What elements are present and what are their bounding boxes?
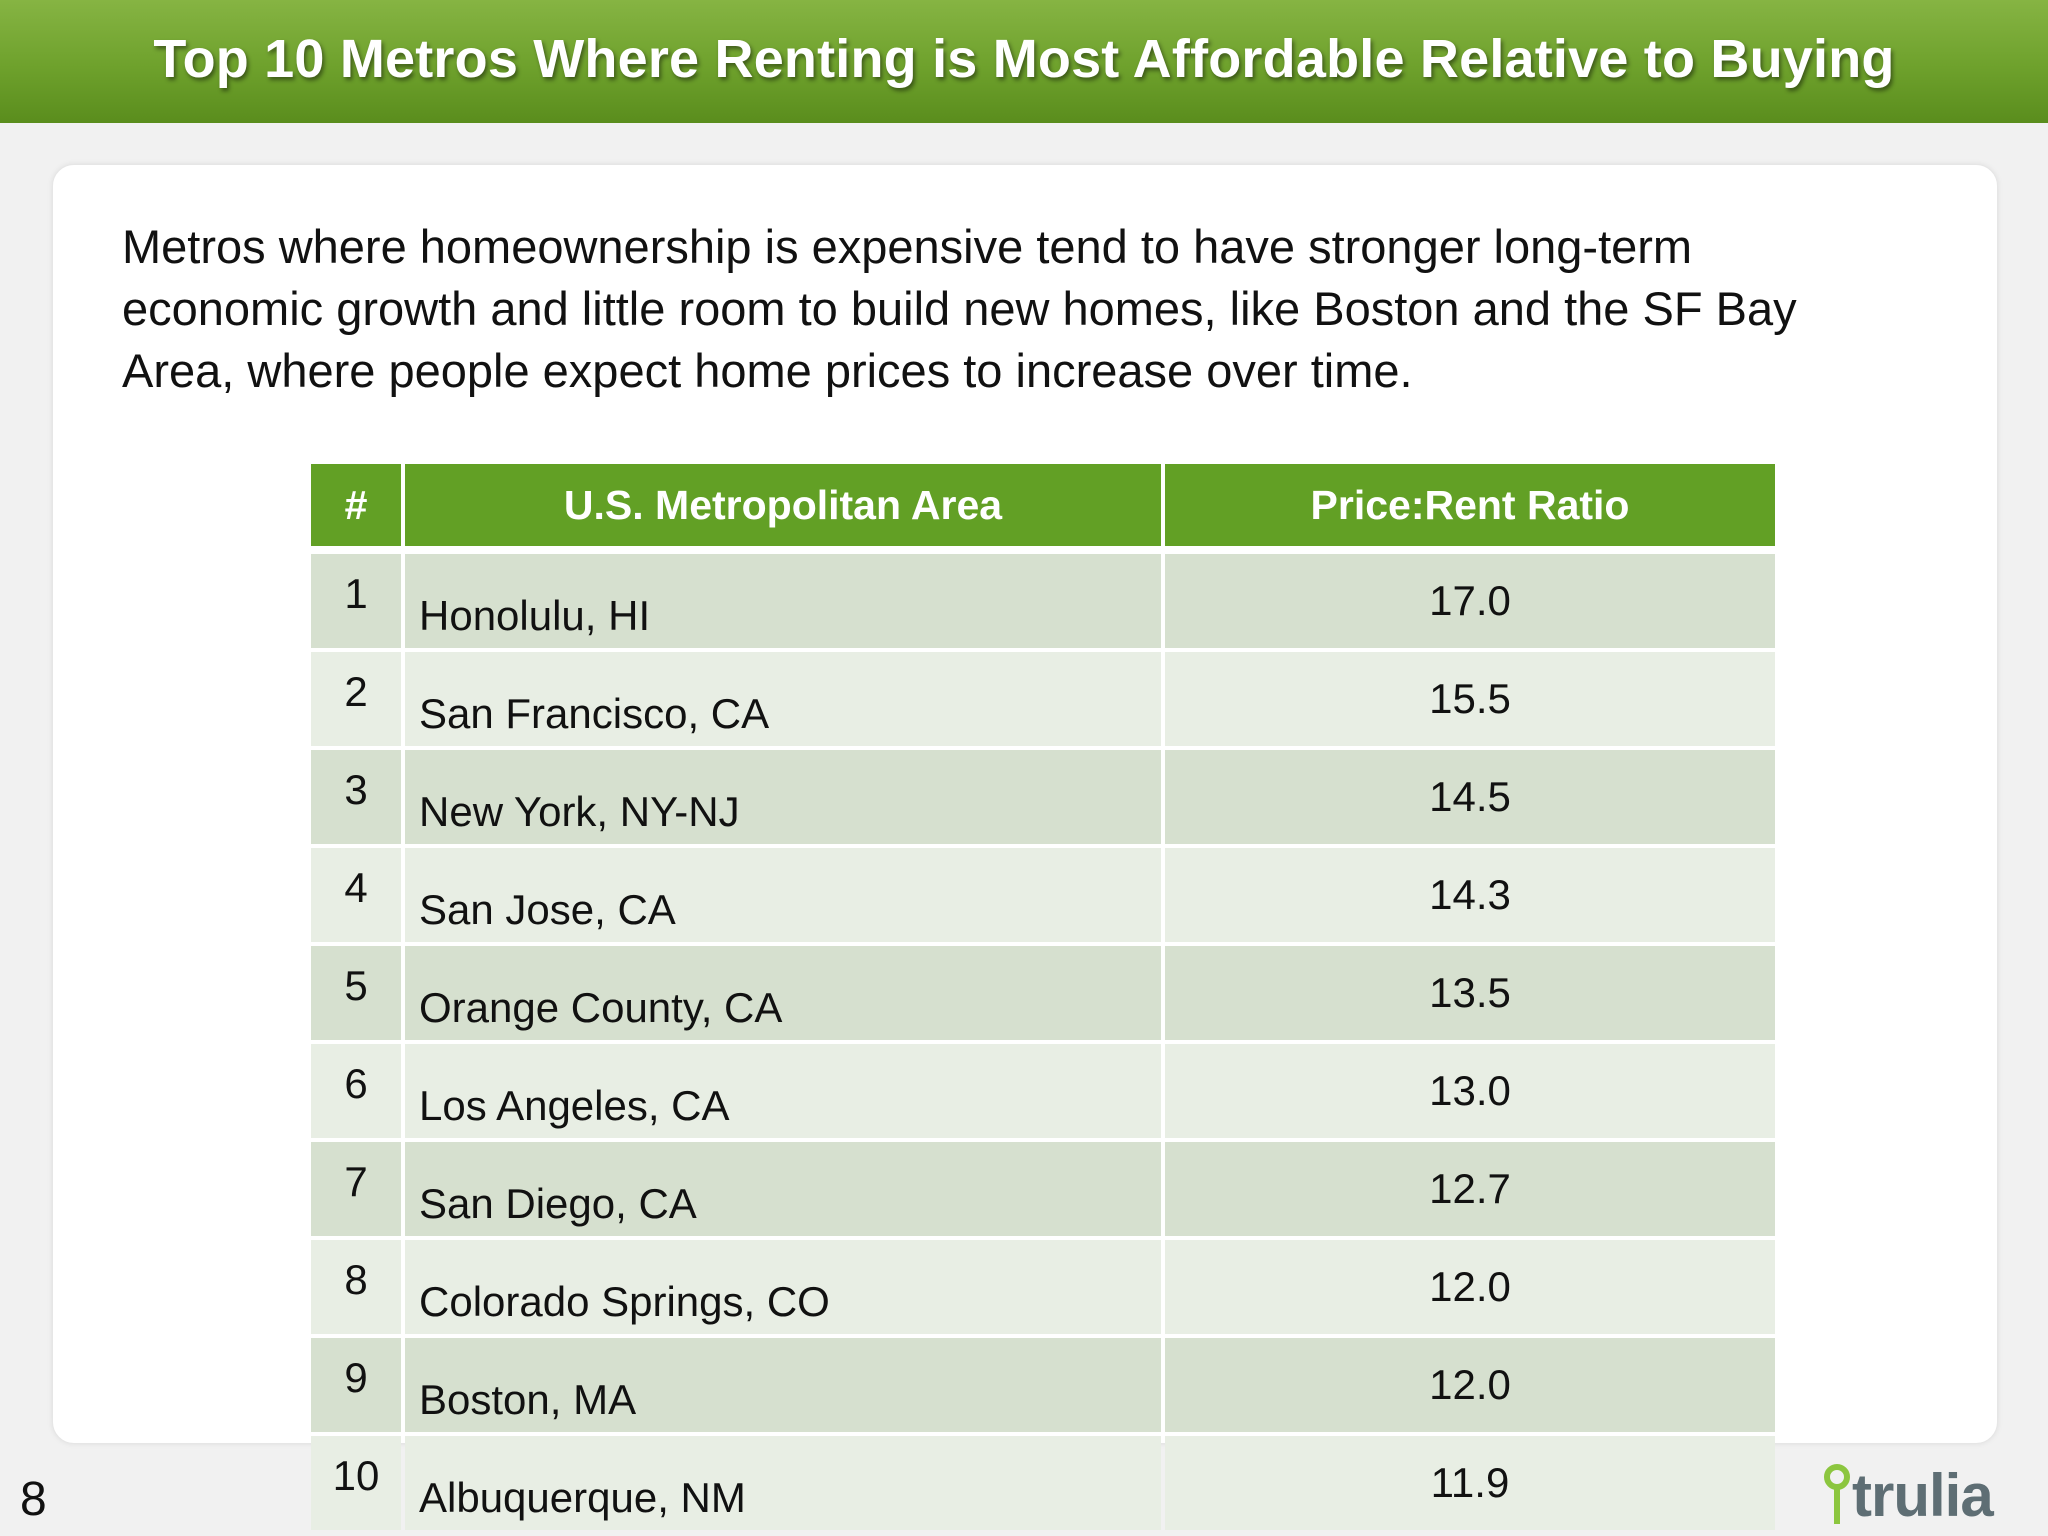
ratio-cell: 17.0	[1165, 554, 1775, 648]
ratio-cell: 12.0	[1165, 1338, 1775, 1432]
table-row: 10 Albuquerque, NM 11.9	[311, 1436, 1775, 1530]
table-body: 1 Honolulu, HI 17.0 2 San Francisco, CA 15.5 3…	[311, 550, 1775, 1530]
ratio-cell: 15.5	[1165, 652, 1775, 746]
metro-cell: Colorado Springs, CO	[405, 1240, 1161, 1334]
rank-cell: 10	[311, 1436, 401, 1530]
ratio-cell: 14.3	[1165, 848, 1775, 942]
rank-cell: 3	[311, 750, 401, 844]
logo-wordmark: trulia	[1852, 1462, 1994, 1529]
table-row: 9 Boston, MA 12.0	[311, 1338, 1775, 1432]
rank-cell: 2	[311, 652, 401, 746]
metro-cell: Albuquerque, NM	[405, 1436, 1161, 1530]
table-row: 4 San Jose, CA 14.3	[311, 848, 1775, 942]
table-row: 2 San Francisco, CA 15.5	[311, 652, 1775, 746]
rank-cell: 1	[311, 554, 401, 648]
location-pin-icon	[1824, 1464, 1850, 1524]
ratio-cell: 11.9	[1165, 1436, 1775, 1530]
table-row: 3 New York, NY-NJ 14.5	[311, 750, 1775, 844]
table-row: 8 Colorado Springs, CO 12.0	[311, 1240, 1775, 1334]
metro-cell: New York, NY-NJ	[405, 750, 1161, 844]
rank-cell: 4	[311, 848, 401, 942]
table-row: 5 Orange County, CA 13.5	[311, 946, 1775, 1040]
rank-cell: 8	[311, 1240, 401, 1334]
rank-cell: 7	[311, 1142, 401, 1236]
trulia-logo: trulia	[1822, 1456, 1994, 1529]
metro-cell: Boston, MA	[405, 1338, 1161, 1432]
ratio-cell: 13.0	[1165, 1044, 1775, 1138]
metro-column-header: U.S. Metropolitan Area	[405, 464, 1161, 546]
slide-description: Metros where homeownership is expensive …	[122, 220, 1797, 397]
table-row: 1 Honolulu, HI 17.0	[311, 554, 1775, 648]
rank-cell: 5	[311, 946, 401, 1040]
rank-cell: 9	[311, 1338, 401, 1432]
ratio-column-header: Price:Rent Ratio	[1165, 464, 1775, 546]
metro-cell: Los Angeles, CA	[405, 1044, 1161, 1138]
rank-column-header: #	[311, 464, 401, 546]
table-row: 7 San Diego, CA 12.7	[311, 1142, 1775, 1236]
table-row: 6 Los Angeles, CA 13.0	[311, 1044, 1775, 1138]
rank-cell: 6	[311, 1044, 401, 1138]
metro-cell: San Jose, CA	[405, 848, 1161, 942]
ratio-cell: 12.0	[1165, 1240, 1775, 1334]
metro-ratio-table: # U.S. Metropolitan Area Price:Rent Rati…	[307, 460, 1779, 1534]
title-bar: Top 10 Metros Where Renting is Most Affo…	[0, 0, 2048, 123]
slide-title: Top 10 Metros Where Renting is Most Affo…	[153, 28, 1895, 89]
ratio-cell: 13.5	[1165, 946, 1775, 1040]
page-number: 8	[20, 1473, 47, 1526]
ratio-cell: 14.5	[1165, 750, 1775, 844]
metro-cell: Orange County, CA	[405, 946, 1161, 1040]
metro-cell: Honolulu, HI	[405, 554, 1161, 648]
metro-cell: San Francisco, CA	[405, 652, 1161, 746]
table-header-row: # U.S. Metropolitan Area Price:Rent Rati…	[311, 464, 1775, 546]
ratio-cell: 12.7	[1165, 1142, 1775, 1236]
metro-cell: San Diego, CA	[405, 1142, 1161, 1236]
